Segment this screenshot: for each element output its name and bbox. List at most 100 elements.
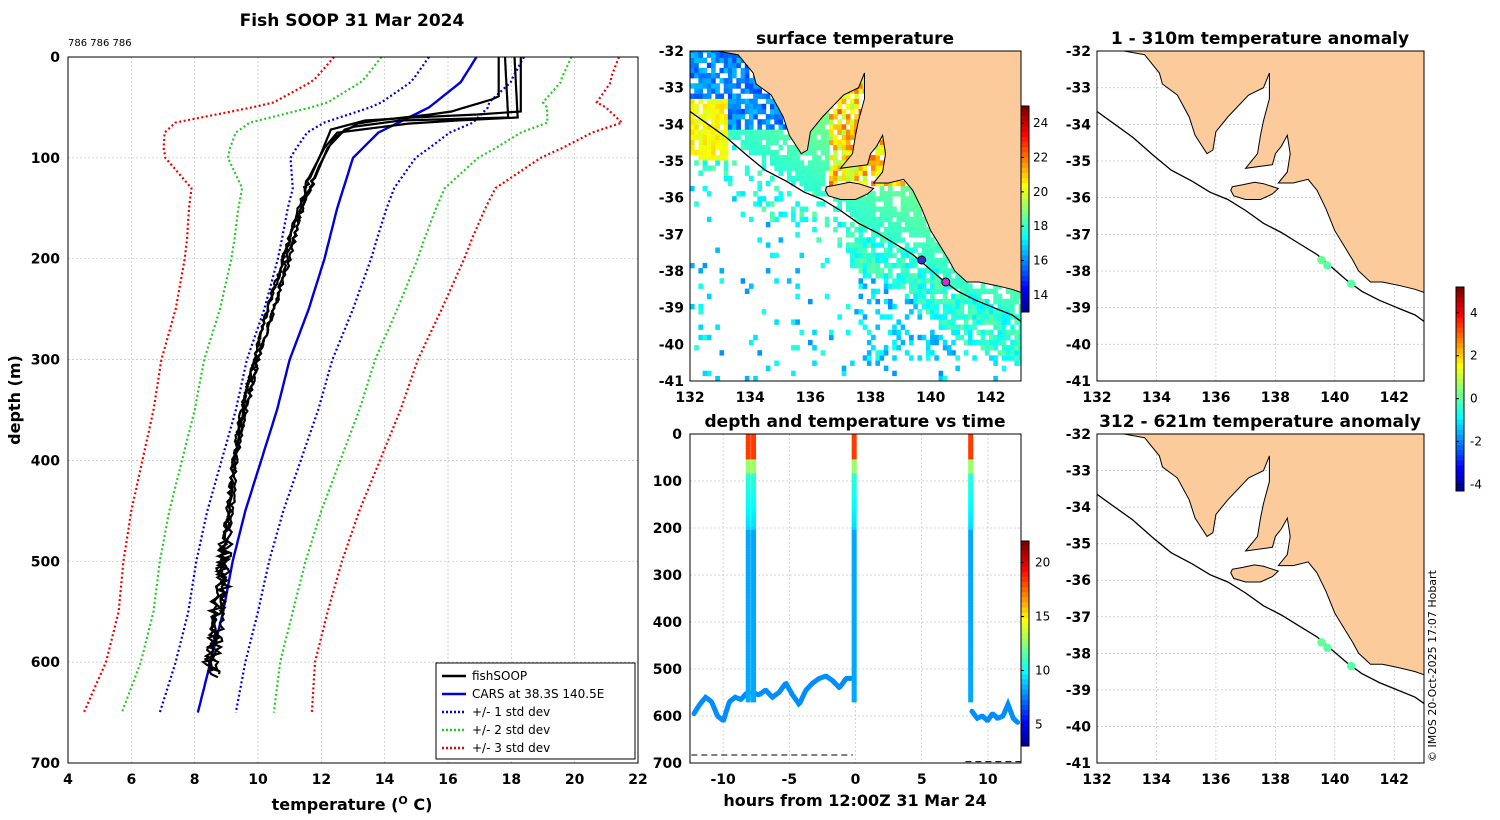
sst-cell	[702, 57, 708, 63]
sst-cell	[690, 108, 695, 115]
surface-transit-1-segment	[745, 656, 751, 661]
sst-cell	[803, 165, 809, 171]
sst-cell	[761, 160, 767, 166]
surface-transit-1-segment	[745, 496, 751, 500]
sst-cell	[888, 221, 893, 228]
sst-cell	[947, 304, 952, 310]
sst-cell	[749, 114, 754, 120]
sst-cell	[1010, 304, 1015, 310]
sst-cell	[744, 119, 750, 125]
surface-transit-1-segment	[745, 467, 751, 472]
sst-cell	[711, 88, 716, 94]
sst-cell	[808, 144, 813, 151]
sst-cell	[866, 201, 872, 207]
sst-cell	[993, 355, 998, 361]
anomaly-shallow-y-tick-label: -38	[1066, 264, 1091, 280]
sst-cell	[959, 304, 965, 310]
sst-cell	[837, 119, 842, 125]
sst-cell	[858, 206, 864, 212]
sst-cell	[850, 103, 855, 110]
sst-cell	[736, 124, 741, 130]
sst-cell	[812, 165, 817, 171]
sst-cell	[744, 375, 750, 381]
time-depth-y-tick-label: 200	[653, 521, 682, 537]
surface-transit-1-segment	[745, 653, 751, 658]
sst-cell	[909, 355, 914, 361]
sst-cell	[770, 160, 775, 166]
surface-transit-3-segment	[851, 603, 857, 607]
sst-cell	[925, 298, 931, 305]
sst-marker-1	[917, 255, 927, 265]
sst-cell	[904, 211, 910, 217]
sst-cell	[698, 170, 703, 176]
sst-cell	[833, 139, 838, 146]
sst-cell	[850, 262, 855, 269]
sst-cell	[765, 124, 771, 130]
sst-cell	[833, 124, 838, 130]
sst-cell	[1018, 319, 1021, 325]
sst-cell	[938, 247, 944, 253]
sst-cell	[820, 139, 826, 146]
sst-cell	[993, 314, 998, 320]
sst-cell	[824, 293, 830, 300]
surface-transit-1-segment	[745, 620, 751, 624]
sst-cell	[706, 124, 712, 130]
sst-cell	[888, 185, 893, 192]
anomaly-colorbar-step	[1456, 389, 1464, 395]
sst-colorbar-step	[1021, 306, 1029, 313]
anomaly-deep-anomaly-point-2	[1323, 643, 1332, 653]
sst-cell	[765, 150, 771, 156]
sst-cell	[824, 119, 830, 125]
sst-cell	[942, 262, 948, 269]
surface-transit-2-segment	[751, 597, 757, 601]
sst-cell	[892, 252, 897, 259]
sst-cell	[719, 67, 725, 74]
sst-cell	[862, 201, 868, 207]
sst-cell	[993, 309, 998, 315]
sst-colorbar-step	[1021, 131, 1029, 138]
sst-cell	[963, 319, 969, 325]
surface-transit-3-segment	[851, 687, 857, 692]
sst-cell	[757, 237, 762, 243]
sst-cell	[715, 103, 720, 110]
surface-transit-2-segment	[751, 656, 757, 661]
time-depth-colorbar-step	[1021, 694, 1029, 701]
surface-transit-3-segment	[851, 453, 857, 458]
profile-x-tick-label: 22	[628, 772, 647, 788]
sst-cell	[706, 139, 712, 146]
sst-cell	[968, 288, 973, 294]
sst-cell	[959, 314, 965, 320]
sst-cell	[866, 273, 872, 279]
sst-cell	[727, 108, 733, 115]
sst-cell	[896, 278, 901, 284]
sst-cell	[753, 334, 758, 341]
sst-cell	[866, 191, 872, 197]
time-depth-colorbar-step	[1021, 669, 1029, 675]
sst-cell	[913, 242, 918, 248]
sst-cell	[786, 134, 792, 140]
surface-transit-4-segment	[968, 684, 974, 689]
sst-cell	[833, 196, 838, 202]
sst-cell	[942, 319, 948, 325]
sst-cell	[942, 345, 948, 351]
sst-colorbar-step	[1021, 281, 1029, 287]
sst-cell	[959, 288, 965, 294]
sst-cell	[989, 319, 994, 325]
surface-transit-4-segment	[968, 673, 974, 678]
time-depth-colorbar-step	[1021, 653, 1029, 660]
surface-transit-3-segment	[851, 439, 857, 443]
time-depth-colorbar-step	[1021, 571, 1029, 578]
sst-cell	[765, 242, 771, 248]
sst-cell	[875, 355, 880, 361]
surface-transit-1-segment	[745, 577, 751, 582]
sst-colorbar-step	[1021, 157, 1029, 164]
anomaly-shallow-x-tick-label: 134	[1142, 390, 1171, 406]
sst-cell	[816, 180, 821, 187]
surface-transit-4-segment	[968, 620, 974, 624]
anomaly-colorbar-step	[1456, 414, 1464, 421]
surface-transit-2-segment	[751, 631, 757, 635]
sst-cell	[968, 283, 973, 289]
anomaly-colorbar-step	[1456, 327, 1464, 334]
surface-transit-4-segment	[968, 690, 974, 694]
sst-cell	[719, 114, 725, 120]
